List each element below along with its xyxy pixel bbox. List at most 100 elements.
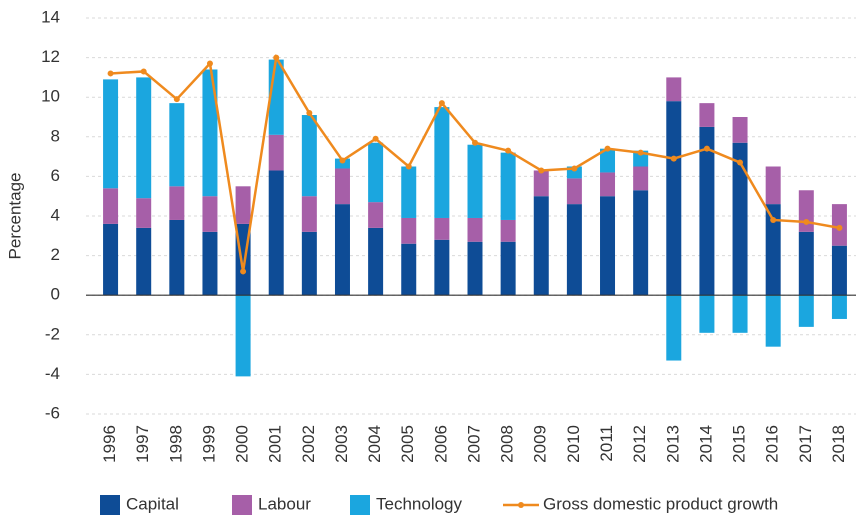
x-tick-label: 2017 [796,425,815,463]
x-tick-label: 2004 [365,425,384,463]
line-marker [206,60,213,67]
legend-swatch [350,495,370,515]
bar-segment [666,101,682,296]
bar-segment [434,217,450,240]
x-tick-label: 2005 [398,425,417,463]
bar-segment [334,168,350,205]
line-marker [273,54,280,61]
bar-segment [500,241,516,296]
y-tick-label: 10 [41,87,60,106]
bar-segment [732,142,748,296]
bar-segment [202,196,218,232]
bar-segment [136,227,152,296]
bar-segment [566,204,582,296]
line-marker [140,68,147,75]
legend-swatch [232,495,252,515]
bar-segment [368,142,384,203]
bar-segment [401,217,417,244]
bar-segment [434,107,450,218]
x-tick-label: 2002 [299,425,318,463]
bar-segment [533,170,549,197]
line-marker [438,100,445,107]
bar-segment [202,231,218,296]
bar-segment [368,227,384,296]
bar-segment [235,186,251,224]
bar-segment [301,231,317,296]
line-marker [472,139,478,146]
bar-segment [334,204,350,296]
bar-segment [831,295,847,319]
bar-segment [434,239,450,296]
line-marker [505,147,512,154]
line-marker [703,145,710,152]
legend-label: Labour [258,494,311,513]
bar-segment [401,243,417,296]
bar-segment [566,178,582,205]
legend-swatch [100,495,120,515]
legend-label: Technology [376,494,463,513]
bar-segment [500,219,516,242]
bar-segment [765,295,781,347]
bar-segment [136,77,152,199]
bar-segment [699,126,715,296]
bar-segment [666,77,682,102]
line-marker [107,70,114,77]
line-marker [538,167,545,174]
bar-segment [732,295,748,333]
legend-marker [518,502,524,508]
line-marker [240,268,247,275]
x-tick-label: 2006 [431,425,450,463]
legend-label: Capital [126,494,179,513]
y-tick-label: 8 [51,126,60,145]
y-tick-label: 2 [51,245,60,264]
bar-segment [798,231,814,296]
bar-segment [169,103,185,187]
x-tick-label: 2000 [233,425,252,463]
line-marker [571,165,578,172]
line-marker [770,216,777,223]
x-tick-label: 2008 [498,425,517,463]
legend-label: Gross domestic product growth [543,494,778,513]
y-tick-label: -2 [45,324,60,343]
bar-segment [401,166,417,218]
bar-segment [633,166,649,191]
bar-segment [798,190,814,232]
bar-segment [268,134,284,171]
line-marker [637,149,644,156]
x-tick-label: 2018 [829,425,848,463]
bar-segment [268,170,284,296]
bar-segment [600,196,616,296]
x-tick-label: 2015 [730,425,749,463]
bar-segment [136,198,152,228]
x-tick-label: 2007 [464,425,483,463]
bar-segment [699,103,715,127]
bar-segment [169,219,185,296]
x-tick-label: 2009 [531,425,550,463]
bar-segment [169,186,185,220]
line-marker [737,159,744,166]
x-tick-label: 1998 [166,425,185,463]
bar-segment [666,295,682,361]
bar-segment [467,144,483,218]
x-tick-label: 1999 [199,425,218,463]
x-tick-label: 1997 [133,425,152,463]
bar-segment [103,223,119,296]
x-tick-label: 1996 [100,425,119,463]
bar-segment [500,152,516,220]
bar-segment [600,148,616,173]
line-marker [405,163,412,170]
y-tick-label: 14 [41,7,60,26]
x-tick-label: 2016 [763,425,782,463]
bar-segment [202,69,218,197]
line-marker [339,157,346,164]
x-tick-label: 2001 [266,425,285,463]
y-tick-label: -4 [45,364,60,383]
y-tick-label: 6 [51,166,60,185]
x-tick-label: 2011 [597,425,616,462]
bar-segment [831,245,847,296]
line-marker [604,145,611,152]
bar-segment [566,166,582,179]
bar-segment [633,150,649,167]
bar-segment [633,190,649,296]
